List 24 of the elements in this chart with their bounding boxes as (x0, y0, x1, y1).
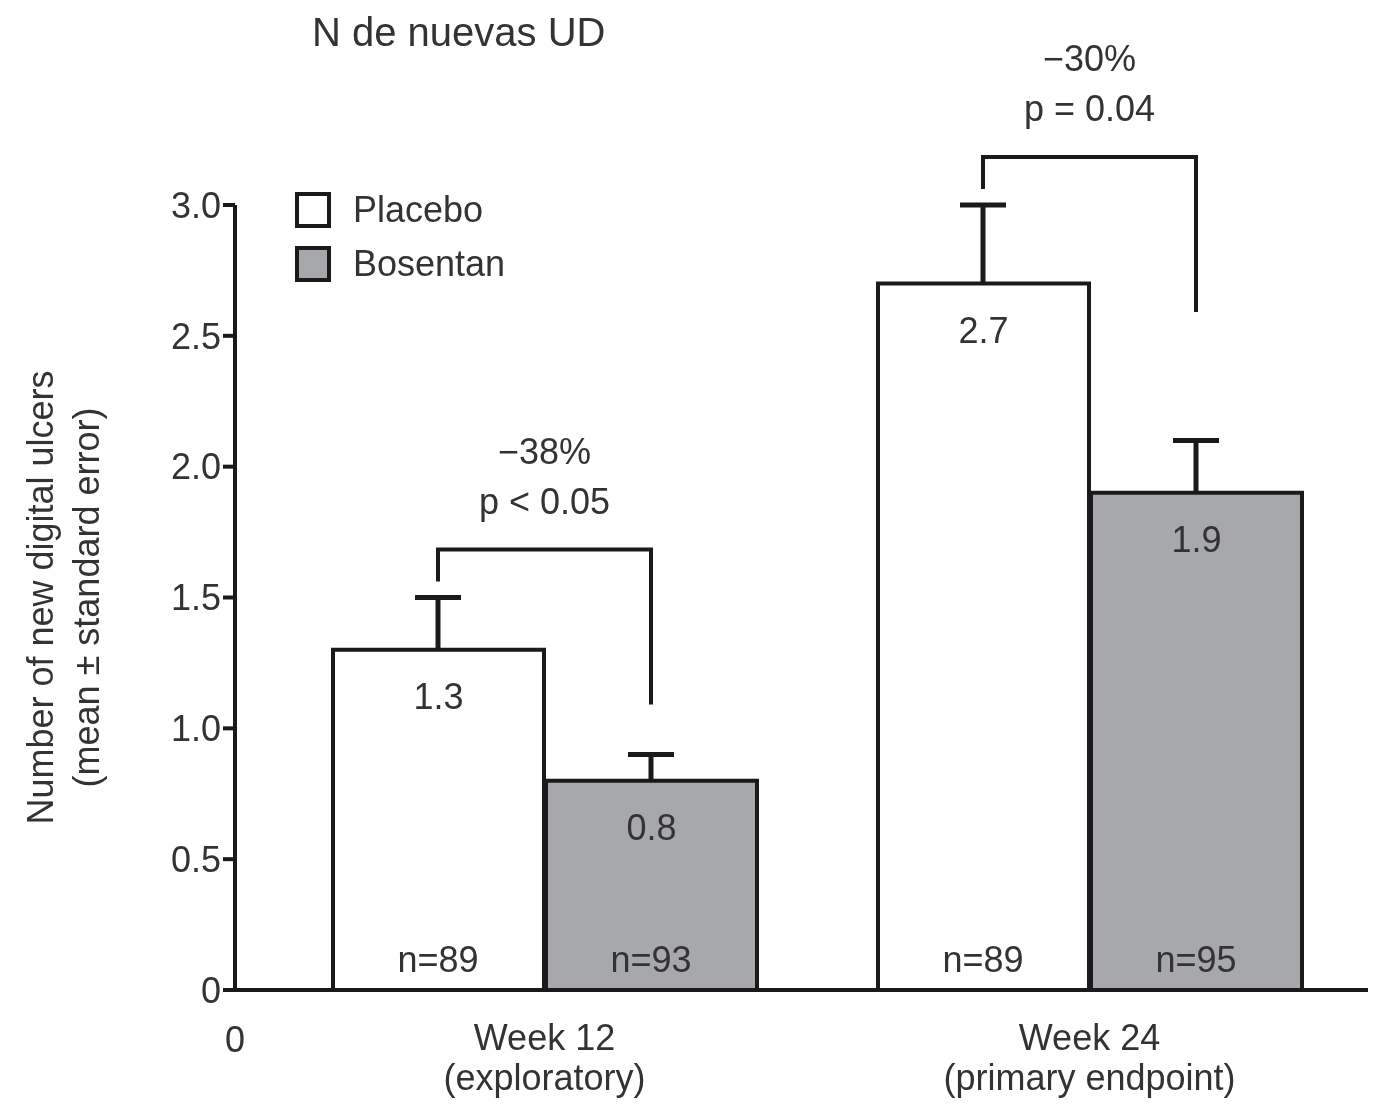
y-tick-label: 1.5 (170, 577, 221, 619)
data-label: 0.8 (626, 807, 677, 849)
text: 0 (224, 1019, 246, 1060)
text: −30% p = 0.04 (1023, 38, 1156, 129)
y-tick-label: 3.0 (170, 184, 221, 226)
y-tick-label: 2.0 (170, 446, 221, 488)
chart-title: N de nuevas UD (312, 10, 606, 54)
legend-label: Placebo (353, 189, 484, 231)
data-label: 2.7 (958, 310, 1009, 352)
annotation: n=89 (397, 939, 479, 980)
annotation: n=89 (942, 939, 1024, 980)
y-tick-label: 0 (200, 969, 221, 1011)
data-label: 1.9 (1171, 519, 1222, 561)
annotation: n=95 (1155, 939, 1237, 980)
annotation: n=93 (610, 939, 692, 980)
x-tick-label: Week 24 (primary endpoint) (943, 1017, 1236, 1098)
data-label: 1.3 (413, 676, 464, 718)
legend-label: Bosentan (353, 243, 506, 285)
y-tick-label: 0.5 (170, 838, 221, 880)
x-tick-label: Week 12 (exploratory) (443, 1017, 646, 1098)
annotation: −38% p < 0.05 (478, 430, 611, 522)
y-tick-label: 2.5 (170, 315, 221, 357)
y-axis-title: Number of new digital ulcers (mean ± standard error) (20, 370, 107, 825)
y-tick-label: 1.0 (170, 708, 221, 750)
